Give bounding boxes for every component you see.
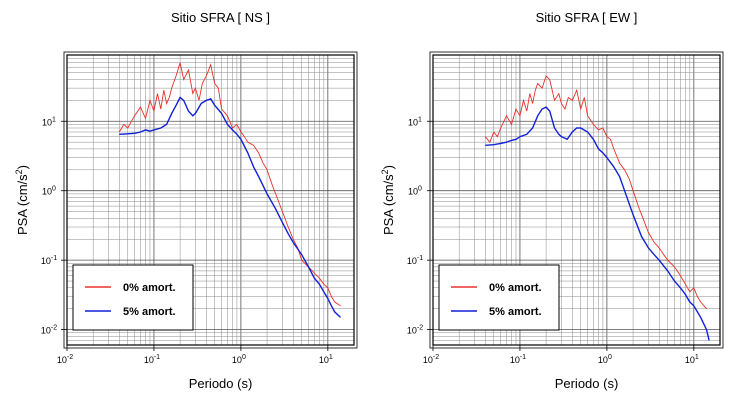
series-line-2 (485, 106, 710, 341)
x-tick-label: 10-1 (144, 354, 160, 365)
legend-label-2: 5% amort. (489, 306, 542, 318)
chart-panel-1: 10-2 10-1 100 101 10-2 10-1 100 101 Sitio SFRA [… (14, 10, 358, 391)
legend: 0% amort. 5% amort. (438, 264, 560, 331)
chart-panel-2: 10-2 10-1 100 101 10-2 10-1 100 101 Sitio SFRA [… (380, 10, 724, 391)
y-tick-label: 10-2 (41, 325, 57, 336)
y-tick-label: 10-1 (407, 255, 423, 266)
y-tick-label: 101 (408, 116, 422, 127)
y-axis-label: PSA (cm/s2) (14, 165, 30, 235)
y-tick-label: 10-2 (407, 325, 423, 336)
x-tick-label: 100 (598, 354, 612, 365)
y-tick-label: 10-1 (41, 255, 57, 266)
y-tick-label: 100 (408, 186, 422, 197)
x-tick-label: 10-2 (423, 354, 439, 365)
legend-label-1: 0% amort. (123, 282, 176, 294)
chart-title: Sitio SFRA [ EW ] (536, 10, 638, 25)
legend: 0% amort. 5% amort. (72, 264, 194, 331)
series-line-1 (484, 75, 707, 309)
y-axis-label: PSA (cm/s2) (380, 165, 396, 235)
chart-title: Sitio SFRA [ NS ] (171, 10, 270, 25)
series-line-2 (119, 96, 341, 318)
x-axis-label: Periodo (s) (189, 376, 253, 391)
y-tick-label: 100 (42, 186, 56, 197)
plot-outer-frame (63, 51, 358, 349)
x-tick-label: 101 (319, 354, 333, 365)
legend-box (72, 264, 194, 331)
y-tick-label: 101 (42, 116, 56, 127)
plot-outer-frame (429, 51, 724, 349)
plot-frame (432, 54, 721, 346)
legend-label-2: 5% amort. (123, 306, 176, 318)
x-tick-label: 100 (232, 354, 246, 365)
x-tick-label: 101 (685, 354, 699, 365)
x-tick-label: 10-1 (510, 354, 526, 365)
legend-label-1: 0% amort. (489, 282, 542, 294)
x-tick-label: 10-2 (57, 354, 73, 365)
plot-frame (66, 54, 355, 346)
legend-box (438, 264, 560, 331)
x-axis-label: Periodo (s) (555, 376, 619, 391)
